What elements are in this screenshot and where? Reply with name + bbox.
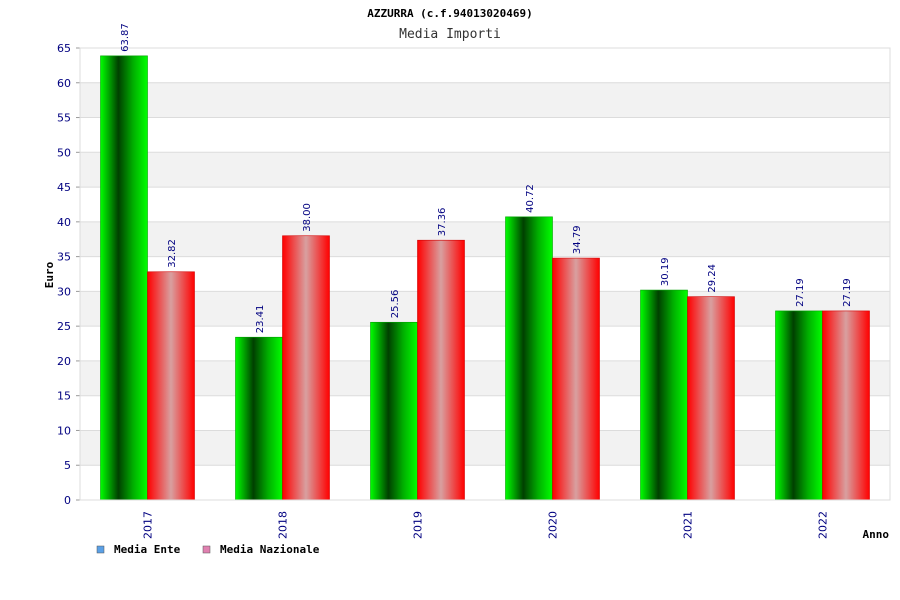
data-labels: 63.87 32.82 23.41 38.00 25.56 37.36 40.72 34.79… [120,23,853,333]
bar-media-ente-2021 [640,289,688,501]
axes [79,47,891,501]
legend-swatch-media-nazionale [202,545,211,554]
x-tick-label-2018: 2018 [277,511,290,539]
data-label-media-ente-2017: 63.87 [120,23,131,52]
bar-media-nazionale-2018 [282,235,330,501]
y-tick-label: 15 [57,390,71,403]
y-tick-label: 35 [57,251,71,264]
plot-area [80,48,890,500]
grid-band [80,360,890,396]
bars [100,55,870,501]
data-label-media-ente-2022: 27.19 [795,278,806,307]
bar-media-nazionale-2021 [687,296,735,501]
y-tick-label: 40 [57,216,71,229]
x-tick-label-2021: 2021 [682,511,695,539]
y-tick-label: 50 [57,146,71,159]
y-tick-label: 60 [57,77,71,90]
bar-media-ente-2022 [775,310,823,501]
y-tick-label: 30 [57,285,71,298]
bar-media-ente-2018 [235,336,283,501]
data-label-media-nazionale-2019: 37.36 [437,208,448,237]
y-tick-label: 20 [57,355,71,368]
y-tick-label: 25 [57,320,71,333]
data-label-media-nazionale-2017: 32.82 [167,239,178,268]
bar-media-nazionale-2019 [417,239,465,501]
grid-band [80,291,890,327]
data-label-media-ente-2019: 25.56 [390,290,401,319]
chart-subtitle: Media Importi [399,27,501,42]
bar-media-nazionale-2022 [822,310,870,501]
chart-title: AZZURRA (c.f.94013020469) [367,7,533,20]
y-tick-label: 10 [57,424,71,437]
y-axis-label: Euro [43,261,56,288]
grid-band [80,152,890,188]
y-tick-label: 45 [57,181,71,194]
bar-media-nazionale-2020 [552,257,600,501]
legend-swatch-media-ente [96,545,105,554]
bar-media-nazionale-2017 [147,271,195,501]
x-axis-label: Anno [863,528,890,541]
legend: Media Ente Media Nazionale [96,543,320,556]
y-tick-label: 0 [64,494,71,507]
tick-labels: 0 5 10 15 20 25 30 35 40 45 50 55 60 65 2017 2018 2019 20… [57,42,830,539]
data-label-media-nazionale-2022: 27.19 [842,278,853,307]
grid-band [80,430,890,466]
plot-background [80,48,890,500]
y-tick-label: 65 [57,42,71,55]
data-label-media-nazionale-2018: 38.00 [302,203,313,232]
grid-band [80,221,890,257]
data-label-media-ente-2020: 40.72 [525,184,536,213]
plot-border [79,47,891,501]
x-tick-label-2017: 2017 [142,511,155,539]
bar-media-ente-2020 [505,216,553,501]
bar-media-ente-2017 [100,55,148,501]
grid-lines [76,47,890,501]
grid-band [80,82,890,118]
legend-label-media-nazionale: Media Nazionale [220,543,320,556]
x-tick-label-2022: 2022 [817,511,830,539]
x-tick-label-2020: 2020 [547,511,560,539]
data-label-media-ente-2018: 23.41 [255,305,266,334]
bar-media-ente-2019 [370,321,418,501]
y-tick-label: 5 [64,459,71,472]
legend-label-media-ente: Media Ente [114,543,181,556]
x-tick-label-2019: 2019 [412,511,425,539]
data-label-media-nazionale-2020: 34.79 [572,225,583,254]
y-tick-label: 55 [57,112,71,125]
data-label-media-ente-2021: 30.19 [660,257,671,286]
data-label-media-nazionale-2021: 29.24 [707,264,718,293]
